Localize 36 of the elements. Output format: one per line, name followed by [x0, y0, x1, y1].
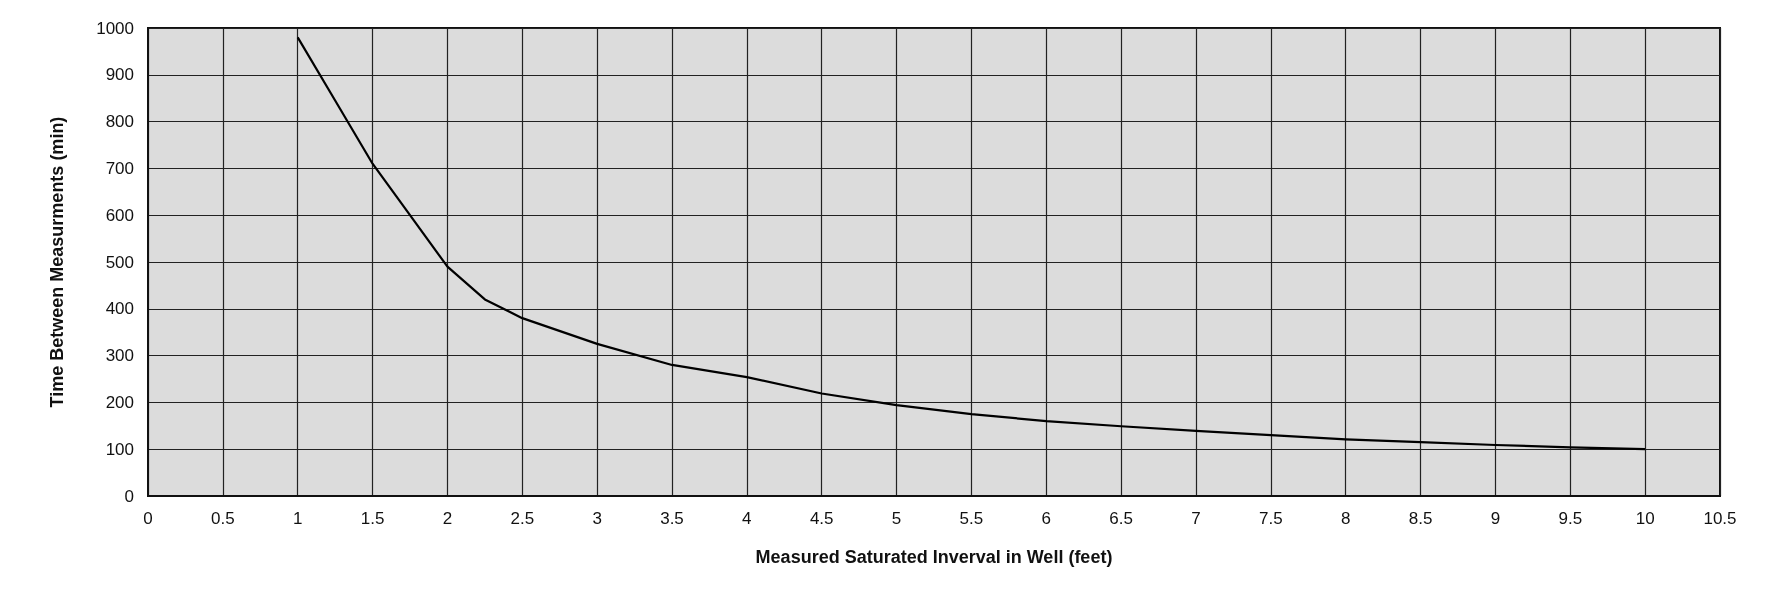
x-tick-label: 2.5	[510, 509, 535, 528]
x-tick-label: 7	[1191, 509, 1201, 528]
x-tick-label: 3	[592, 509, 602, 528]
y-tick-label: 600	[105, 205, 134, 225]
y-tick-label: 300	[105, 346, 134, 366]
y-tick-label: 200	[105, 392, 134, 412]
x-tick-label: 0.5	[211, 509, 235, 528]
x-tick-label: 9.5	[1558, 509, 1583, 528]
x-tick-label: 6	[1041, 509, 1052, 528]
x-tick-label: 10	[1635, 509, 1655, 528]
y-tick-label: 800	[105, 112, 134, 132]
x-tick-label: 3.5	[660, 509, 684, 528]
y-tick-label: 100	[105, 439, 134, 459]
x-tick-label: 10.5	[1703, 509, 1737, 528]
x-axis-title: Measured Saturated Inverval in Well (feet)	[755, 547, 1113, 567]
y-tick-label: 1000	[96, 18, 134, 38]
x-tick-label: 5	[891, 509, 902, 528]
x-tick-label: 8.5	[1408, 509, 1433, 528]
y-axis-title: Time Between Measurments (min)	[47, 116, 67, 408]
x-tick-label: 2	[442, 509, 453, 528]
x-tick-label: 4	[742, 509, 752, 528]
y-tick-label: 400	[105, 299, 134, 319]
y-tick-label: 500	[105, 252, 134, 272]
x-tick-label: 9	[1490, 509, 1501, 528]
y-tick-label: 700	[105, 158, 134, 178]
x-tick-label: 1	[292, 509, 303, 528]
y-tick-label: 900	[105, 65, 134, 85]
x-tick-label: 7.5	[1259, 509, 1283, 528]
line-series	[296, 36, 1647, 451]
x-tick-label: 0	[143, 509, 153, 528]
x-tick-label: 1.5	[360, 509, 385, 528]
x-tick-label: 6.5	[1109, 509, 1133, 528]
x-tick-label: 4.5	[809, 509, 834, 528]
y-tick-label: 0	[124, 486, 134, 506]
x-tick-label: 8	[1340, 509, 1351, 528]
x-tick-label: 5.5	[959, 509, 984, 528]
